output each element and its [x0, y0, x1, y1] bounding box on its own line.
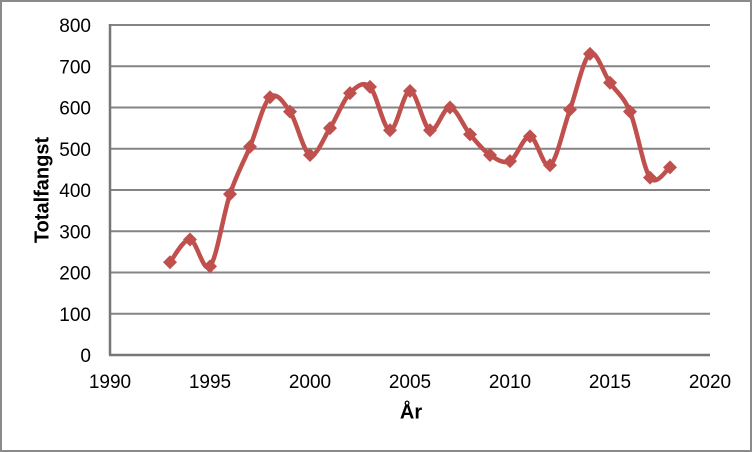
data-point-marker [503, 154, 517, 169]
data-point-marker [623, 104, 637, 119]
data-point-marker [583, 46, 597, 61]
data-point-marker [163, 255, 177, 270]
y-axis-title: Totalfangst [31, 136, 54, 244]
y-tick-label: 0 [80, 346, 91, 367]
y-tick-label: 700 [59, 57, 91, 78]
data-point-marker [443, 100, 457, 115]
x-tick-label: 2005 [389, 372, 431, 393]
y-tick-label: 100 [59, 305, 91, 326]
data-point-marker [223, 187, 237, 202]
data-point-marker [463, 127, 477, 142]
data-point-marker [483, 147, 497, 162]
data-point-marker [363, 79, 377, 94]
y-tick-label: 600 [59, 99, 91, 120]
data-point-marker [663, 160, 677, 175]
data-point-marker [183, 232, 197, 247]
x-tick-label: 1995 [189, 372, 231, 393]
y-tick-label: 500 [59, 140, 91, 161]
x-tick-label: 2020 [689, 372, 731, 393]
data-point-marker [263, 90, 277, 105]
data-point-marker [303, 147, 317, 162]
data-point-marker [383, 123, 397, 138]
x-axis-title: År [399, 401, 423, 424]
series-line [167, 51, 673, 270]
y-tick-label: 400 [59, 181, 91, 202]
data-point-marker [403, 84, 417, 98]
x-tick-label: 2010 [489, 372, 531, 393]
data-point-marker [423, 123, 437, 138]
data-point-marker [543, 158, 557, 173]
data-point-marker [243, 139, 257, 154]
y-tick-label: 200 [59, 264, 91, 285]
data-point-marker [523, 129, 537, 144]
x-tick-label: 1990 [89, 372, 131, 393]
y-tick-label: 800 [59, 16, 91, 37]
data-point-marker [203, 259, 217, 274]
data-point-marker [643, 170, 657, 185]
data-point-marker [563, 102, 577, 117]
data-point-marker [343, 86, 357, 101]
data-point-marker [283, 104, 297, 119]
x-tick-label: 2000 [289, 372, 331, 393]
x-tick-label: 2015 [589, 372, 631, 393]
data-point-marker [323, 121, 337, 136]
y-tick-label: 300 [59, 222, 91, 243]
data-point-marker [603, 75, 617, 90]
